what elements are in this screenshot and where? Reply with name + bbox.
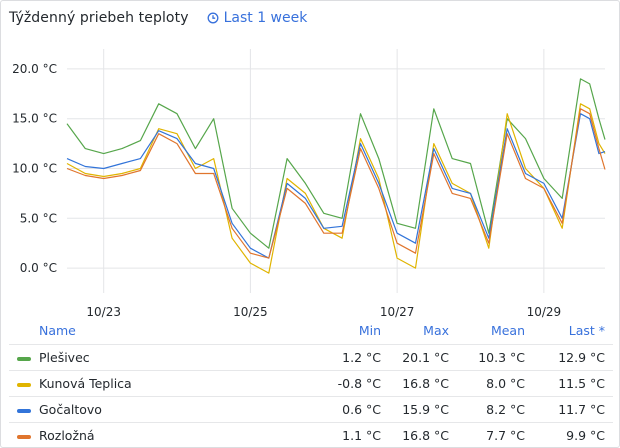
legend-mean-value: 8.0 °C bbox=[457, 370, 533, 397]
legend-swatch[interactable] bbox=[17, 356, 31, 361]
legend-last-value: 11.5 °C bbox=[533, 370, 613, 397]
legend-max-value: 20.1 °C bbox=[389, 344, 457, 371]
panel-title[interactable]: Týždenný priebeh teploty bbox=[9, 10, 189, 26]
legend-label: Rozložná bbox=[39, 428, 95, 443]
legend-mean-value: 8.2 °C bbox=[457, 396, 533, 423]
legend-min-value: 0.6 °C bbox=[317, 396, 389, 423]
legend-max-value: 15.9 °C bbox=[389, 396, 457, 423]
legend-last-value: 9.9 °C bbox=[533, 422, 613, 448]
legend-swatch[interactable] bbox=[17, 382, 31, 387]
legend-mean-value: 10.3 °C bbox=[457, 344, 533, 371]
x-tick-label: 10/23 bbox=[86, 305, 121, 319]
legend-swatch[interactable] bbox=[17, 434, 31, 439]
legend-min-value: 1.2 °C bbox=[317, 344, 389, 371]
series-line[interactable] bbox=[66, 108, 606, 259]
temperature-chart[interactable]: 10/23 10/25 10/27 10/29 0.0 °C 5.0 °C 10.0 °C 1… bbox=[1, 41, 620, 319]
x-tick-label: 10/25 bbox=[233, 305, 268, 319]
y-tick-label: 20.0 °C bbox=[12, 62, 57, 76]
legend-label: Gočaltovo bbox=[39, 402, 102, 417]
legend-header-min[interactable]: Min bbox=[358, 323, 381, 338]
legend-last-value: 11.7 °C bbox=[533, 396, 613, 423]
legend-header-mean[interactable]: Mean bbox=[490, 323, 525, 338]
time-range-label: Last 1 week bbox=[223, 10, 308, 26]
series-line[interactable] bbox=[66, 78, 606, 249]
time-range-picker[interactable]: Last 1 week bbox=[207, 10, 308, 26]
legend-mean-value: 7.7 °C bbox=[457, 422, 533, 448]
legend-series-name[interactable]: Kunová Teplica bbox=[9, 370, 317, 397]
legend-row[interactable]: Gočaltovo 0.6 °C 15.9 °C 8.2 °C 11.7 °C bbox=[9, 396, 613, 423]
legend-series-name[interactable]: Rozložná bbox=[9, 422, 317, 448]
legend-header-max[interactable]: Max bbox=[423, 323, 449, 338]
legend-label: Kunová Teplica bbox=[39, 376, 132, 391]
y-tick-label: 10.0 °C bbox=[12, 162, 57, 176]
legend-label: Plešivec bbox=[39, 350, 90, 365]
legend-row[interactable]: Kunová Teplica -0.8 °C 16.8 °C 8.0 °C 11.5 °… bbox=[9, 370, 613, 397]
legend-series-name[interactable]: Plešivec bbox=[9, 344, 317, 371]
legend-last-value: 12.9 °C bbox=[533, 344, 613, 371]
legend-max-value: 16.8 °C bbox=[389, 422, 457, 448]
clock-icon bbox=[207, 12, 219, 24]
legend: Name Min Max Mean Last * Plešivec 1.2 °C 2… bbox=[9, 319, 613, 448]
legend-swatch[interactable] bbox=[17, 408, 31, 413]
x-tick-label: 10/27 bbox=[380, 305, 415, 319]
y-tick-label: 5.0 °C bbox=[20, 211, 57, 225]
legend-table: Name Min Max Mean Last * Plešivec 1.2 °C 2… bbox=[9, 319, 613, 448]
legend-min-value: 1.1 °C bbox=[317, 422, 389, 448]
series-line[interactable] bbox=[66, 103, 606, 274]
series-line[interactable] bbox=[66, 113, 606, 259]
legend-max-value: 16.8 °C bbox=[389, 370, 457, 397]
panel-header: Týždenný priebeh teploty Last 1 week bbox=[9, 5, 307, 31]
legend-header-name[interactable]: Name bbox=[39, 323, 76, 338]
x-tick-label: 10/29 bbox=[527, 305, 562, 319]
legend-header-last[interactable]: Last * bbox=[568, 323, 605, 338]
legend-series-name[interactable]: Gočaltovo bbox=[9, 396, 317, 423]
legend-min-value: -0.8 °C bbox=[317, 370, 389, 397]
legend-row[interactable]: Rozložná 1.1 °C 16.8 °C 7.7 °C 9.9 °C bbox=[9, 422, 613, 448]
legend-header-row: Name Min Max Mean Last * bbox=[9, 319, 613, 345]
y-tick-label: 0.0 °C bbox=[20, 261, 57, 275]
legend-row[interactable]: Plešivec 1.2 °C 20.1 °C 10.3 °C 12.9 °C bbox=[9, 344, 613, 371]
y-tick-label: 15.0 °C bbox=[12, 112, 57, 126]
